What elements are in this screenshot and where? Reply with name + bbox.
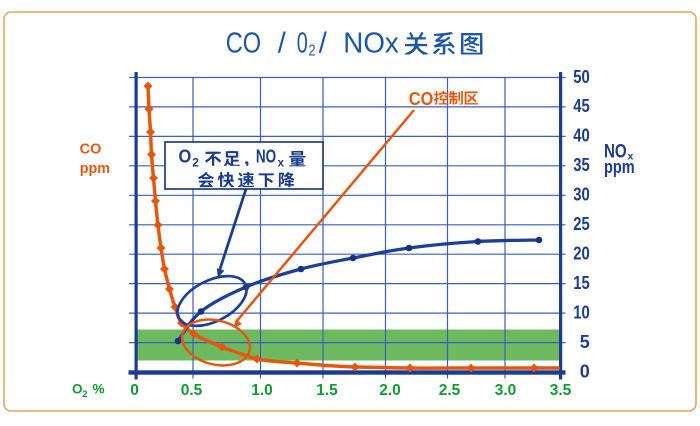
svg-text:O: O [72, 382, 83, 397]
svg-text:2.0: 2.0 [379, 382, 401, 399]
svg-text:0: 0 [580, 361, 590, 381]
svg-text:CO: CO [409, 88, 434, 109]
svg-text:50: 50 [573, 67, 590, 87]
svg-text:2.5: 2.5 [439, 382, 461, 399]
svg-text:NO: NO [256, 147, 276, 167]
svg-text:1.5: 1.5 [316, 382, 338, 399]
svg-text:NO: NO [604, 141, 627, 162]
svg-text:0: 0 [130, 382, 139, 399]
svg-text:1.0: 1.0 [251, 382, 273, 399]
svg-text:3.5: 3.5 [550, 382, 572, 399]
svg-text:2: 2 [82, 389, 87, 400]
svg-text:5: 5 [580, 332, 590, 352]
svg-text:CO: CO [226, 27, 261, 59]
svg-text:20: 20 [573, 244, 590, 264]
svg-text:x: x [628, 151, 634, 163]
svg-text:NOx: NOx [343, 27, 399, 59]
svg-text:x: x [278, 157, 285, 169]
svg-text:/: / [278, 27, 287, 59]
svg-text:O: O [179, 147, 192, 167]
svg-text:0.5: 0.5 [181, 382, 203, 399]
svg-text:%: % [93, 382, 105, 397]
svg-text:/: / [319, 27, 328, 59]
svg-text:35: 35 [573, 155, 590, 175]
svg-text:0: 0 [297, 27, 308, 59]
svg-text:ppm: ppm [604, 156, 635, 177]
svg-text:2: 2 [309, 43, 316, 60]
svg-text:10: 10 [573, 302, 590, 322]
svg-text:2: 2 [192, 156, 199, 170]
svg-text:45: 45 [573, 96, 590, 116]
svg-text:40: 40 [573, 126, 590, 146]
svg-text:CO: CO [80, 141, 102, 157]
svg-text:ppm: ppm [80, 160, 110, 177]
svg-text:25: 25 [573, 214, 590, 234]
svg-text:30: 30 [573, 185, 590, 205]
svg-text:15: 15 [573, 273, 590, 293]
svg-text:3.0: 3.0 [495, 382, 517, 399]
